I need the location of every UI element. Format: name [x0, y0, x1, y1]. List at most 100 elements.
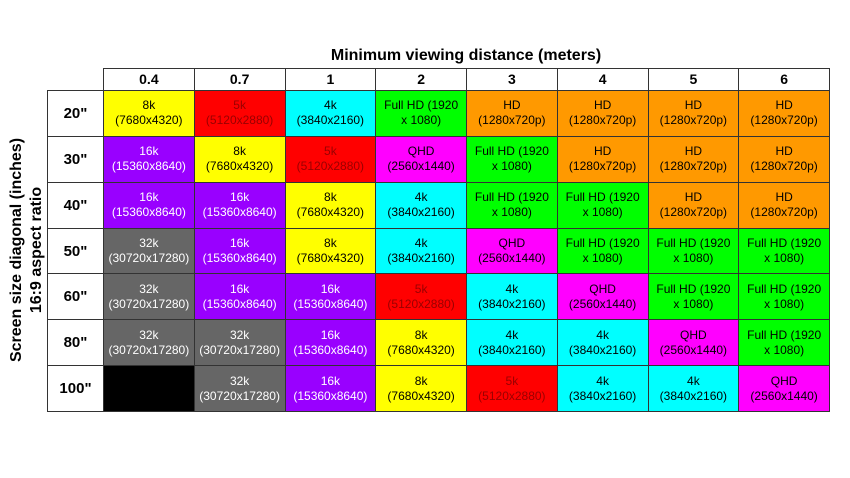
row-header-label: 40" [63, 196, 88, 214]
cell-resolution: (1280x720p) [568, 113, 637, 128]
column-header-label: 4 [598, 71, 607, 87]
cell-label: 4k [687, 373, 700, 388]
cell-label: Full HD (1920 [565, 236, 640, 250]
table-cell: 4k (3840x2160) [556, 365, 649, 413]
cell-resolution: (3840x2160) [568, 388, 637, 403]
cell-label: 32k [139, 327, 159, 342]
row-header: 100" [47, 365, 104, 413]
cell-resolution: (15360x8640) [293, 296, 368, 311]
cell-label: Full HD (1920 [474, 144, 549, 159]
table-cell: 5k (5120x2880) [193, 90, 286, 137]
cell-label: 16k [320, 373, 341, 388]
table-cell: 16k (15360x8640) [284, 319, 377, 367]
cell-label: 5k [324, 144, 337, 159]
cell-label: HD [503, 98, 521, 113]
cell-label: Full HD (1920 [565, 190, 640, 205]
cell-resolution: (30720x17280) [108, 296, 190, 311]
table-cell: HD (1280x720p) [556, 90, 649, 137]
cell-resolution: (3840x2160) [478, 342, 546, 357]
cell-resolution: (1280x720p) [568, 159, 637, 174]
cell-resolution: (5120x2880) [387, 296, 455, 311]
table-cell: 8k (7680x4320) [375, 319, 467, 367]
cell-label: 8k [324, 236, 337, 250]
cell-label: HD [684, 98, 703, 113]
cell-resolution: x 1080) [491, 159, 532, 174]
cell-label: QHD [407, 144, 435, 159]
cell-label: 4k [596, 373, 609, 388]
table-cell: 16k (15360x8640) [193, 181, 286, 229]
table-cell: Full HD (1920 x 1080) [738, 273, 830, 321]
table-cell: 32k (30720x17280) [193, 319, 286, 367]
column-header-label: 3 [507, 71, 516, 87]
row-header: 30" [47, 135, 104, 183]
chart-title: Minimum viewing distance (meters) [330, 47, 602, 64]
cell-resolution: (1280x720p) [659, 205, 728, 220]
column-header: 3 [466, 68, 558, 91]
row-header: 80" [47, 319, 104, 367]
table-cell: 4k (3840x2160) [556, 319, 649, 367]
table-cell: 32k (30720x17280) [103, 319, 195, 367]
cell-resolution: (30720x17280) [108, 251, 190, 265]
cell-resolution: x 1080) [491, 205, 532, 220]
table-cell: 8k (7680x4320) [103, 90, 195, 137]
cell-label: Full HD (1920 [656, 281, 731, 296]
cell-label: QHD [589, 281, 616, 296]
cell-resolution: x 1080) [673, 296, 714, 311]
table-cell: QHD (2560x1440) [466, 227, 558, 275]
table-cell: 32k (30720x17280) [103, 273, 195, 321]
column-header-label: 0.7 [229, 71, 250, 87]
cell-resolution: (15360x8640) [111, 205, 186, 220]
column-header-label: 6 [780, 71, 789, 87]
cell-resolution: (15360x8640) [202, 205, 277, 220]
table-cell: Full HD (1920 x 1080) [647, 227, 740, 275]
table-cell: 16k (15360x8640) [284, 365, 377, 413]
cell-resolution: (15360x8640) [293, 342, 368, 357]
table-cell: 16k (15360x8640) [284, 273, 377, 321]
cell-resolution: (3840x2160) [659, 388, 728, 403]
cell-resolution: (2560x1440) [659, 342, 728, 357]
cell-resolution: (7680x4320) [205, 159, 274, 174]
table-cell: HD (1280x720p) [647, 90, 740, 137]
cell-resolution: x 1080) [582, 205, 623, 220]
cell-label: 4k [505, 327, 519, 342]
table-cell: 5k (5120x2880) [284, 135, 377, 183]
table-cell: 4k (3840x2160) [284, 90, 377, 137]
cell-label: QHD [498, 236, 526, 250]
row-header: 40" [47, 181, 104, 229]
table-cell: Full HD (1920 x 1080) [556, 181, 649, 229]
cell-resolution: (7680x4320) [296, 205, 365, 220]
table-cell: Full HD (1920 x 1080) [375, 90, 467, 137]
cell-resolution: x 1080) [764, 342, 805, 357]
cell-resolution: (2560x1440) [387, 159, 455, 174]
y-axis-label-line-1: Screen size diagonal (inches) [8, 137, 25, 363]
cell-resolution: (1280x720p) [750, 159, 818, 174]
cell-resolution: (1280x720p) [750, 205, 818, 220]
table-cell: 16k (15360x8640) [193, 273, 286, 321]
cell-resolution: (1280x720p) [659, 159, 728, 174]
cell-label: Full HD (1920 [747, 327, 822, 342]
cell-label: 5k [233, 98, 246, 113]
table-cell: 32k (30720x17280) [103, 227, 195, 275]
row-header-label: 100" [59, 380, 92, 398]
table-cell: Full HD (1920 x 1080) [466, 181, 558, 229]
cell-label: 16k [320, 281, 341, 296]
table-cell: Full HD (1920 x 1080) [738, 227, 830, 275]
column-header: 2 [375, 68, 467, 91]
table-cell: 4k (3840x2160) [466, 319, 558, 367]
table-cell: HD (1280x720p) [556, 135, 649, 183]
table-cell: HD (1280x720p) [738, 181, 830, 229]
table-cell: 16k (15360x8640) [193, 227, 286, 275]
row-header: 50" [47, 227, 104, 275]
cell-label: 5k [414, 281, 428, 296]
table-cell: HD (1280x720p) [647, 135, 740, 183]
cell-resolution: x 1080) [401, 113, 442, 128]
table-cell: Full HD (1920 x 1080) [738, 319, 830, 367]
cell-label: HD [593, 98, 612, 113]
table-cell: 5k (5120x2880) [375, 273, 467, 321]
table-cell: Full HD (1920 x 1080) [466, 135, 558, 183]
row-header-label: 60" [63, 288, 88, 306]
row-header-label: 20" [63, 104, 88, 122]
cell-resolution: (15360x8640) [202, 251, 277, 265]
cell-label: Full HD (1920 [656, 236, 731, 250]
cell-resolution: (5120x2880) [478, 388, 546, 403]
